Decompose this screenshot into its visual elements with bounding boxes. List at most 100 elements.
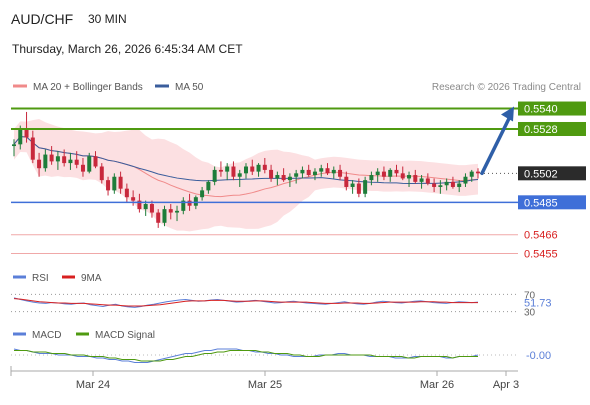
- time-axis-label: Mar 26: [420, 379, 454, 391]
- resistance-label-box: [518, 101, 586, 116]
- candle-body: [281, 175, 286, 181]
- candle-body: [331, 169, 336, 174]
- candle-body: [275, 175, 280, 179]
- time-axis-label: Apr 3: [493, 379, 519, 391]
- candle-body: [388, 169, 393, 177]
- rsi-ref-label: 30: [524, 308, 536, 319]
- candle-body: [325, 168, 330, 174]
- candle-body: [37, 159, 42, 169]
- support-label: 0.5485: [524, 197, 558, 209]
- candle-body: [49, 154, 54, 162]
- candle-body: [375, 171, 380, 176]
- resistance-label-box: [518, 121, 586, 136]
- candle-body: [131, 197, 136, 201]
- candle-body: [287, 176, 292, 181]
- candle-body: [137, 200, 142, 210]
- candle-body: [319, 168, 324, 172]
- candle-body: [450, 181, 455, 187]
- candle-body: [206, 181, 211, 191]
- macd-legend-label: MACD: [32, 330, 61, 341]
- price-levels: 0.5540 0.5528 0.5502 0.5485 0.5466 0.5455: [11, 101, 586, 260]
- bb-legend-label: MA 20 + Bollinger Bands: [33, 82, 143, 93]
- candle-body: [344, 176, 349, 187]
- candle-body: [18, 128, 23, 145]
- candle-body: [55, 156, 60, 162]
- candle-body: [112, 176, 117, 191]
- candle-body: [80, 164, 85, 172]
- candle-body: [68, 159, 73, 164]
- datetime-label: Thursday, March 26, 2026 6:45:34 AM CET: [12, 42, 243, 56]
- rsi-ma-legend-label: 9MA: [81, 273, 102, 284]
- candle-body: [350, 183, 355, 187]
- candle-body: [149, 204, 154, 213]
- symbol-title: AUD/CHF: [11, 11, 73, 27]
- candle-body: [162, 209, 167, 223]
- candle-body: [187, 200, 192, 206]
- candle-body: [294, 173, 299, 177]
- candle-body: [200, 190, 205, 198]
- candle-body: [168, 209, 173, 213]
- price-panel: [12, 111, 480, 232]
- last-label-box: [518, 166, 586, 181]
- time-axis: Mar 24 Mar 25 Mar 26 Apr 3: [10, 366, 519, 391]
- forecast-arrowhead: [501, 106, 514, 122]
- candle-body: [394, 169, 399, 174]
- candle-body: [156, 212, 161, 223]
- candle-body: [438, 185, 443, 187]
- candle-body: [237, 173, 242, 177]
- candle-body: [469, 171, 474, 177]
- candle-body: [225, 166, 230, 172]
- candle-body: [193, 197, 198, 206]
- candle-body: [118, 176, 123, 189]
- candle-body: [269, 169, 274, 179]
- rsi-legend-label: RSI: [32, 273, 49, 284]
- rsi-ref-label: 70: [524, 290, 536, 301]
- candle-body: [62, 156, 67, 164]
- candle-body: [74, 159, 79, 165]
- macd-line: [13, 348, 479, 363]
- rsi-current-value: 51.73: [524, 297, 552, 309]
- candle-body: [306, 169, 311, 176]
- candle-body: [300, 169, 305, 174]
- candle-body: [407, 175, 412, 179]
- candle-body: [432, 183, 437, 187]
- ma50-line: [13, 136, 479, 185]
- candle-body: [244, 166, 248, 174]
- candle-body: [106, 180, 111, 191]
- rsi-ma-line: [13, 298, 478, 307]
- ma50-legend-label: MA 50: [175, 82, 204, 93]
- candle-body: [175, 210, 180, 213]
- candle-body: [312, 171, 317, 176]
- resistance-label: 0.5528: [524, 124, 558, 136]
- candle-body: [476, 171, 480, 174]
- candle-body: [143, 204, 148, 210]
- time-axis-label: Mar 25: [248, 379, 282, 391]
- resistance-label: 0.5540: [524, 104, 558, 116]
- candle-body: [338, 169, 343, 177]
- candle-body: [463, 176, 468, 184]
- last-label: 0.5502: [524, 168, 558, 180]
- candle-body: [231, 166, 236, 177]
- credit-label: Research © 2026 Trading Central: [432, 82, 581, 93]
- candle-body: [212, 169, 217, 182]
- candle-body: [250, 166, 255, 172]
- timeframe-label: 30 MIN: [88, 12, 127, 26]
- candle-body: [24, 128, 29, 138]
- candle-body: [93, 156, 98, 167]
- candle-body: [356, 183, 361, 194]
- time-axis-label: Mar 24: [76, 379, 110, 391]
- candle-body: [87, 156, 92, 172]
- candle-body: [425, 178, 430, 184]
- macd-signal-line: [14, 350, 478, 362]
- candle-body: [262, 164, 267, 170]
- forecast-arrow: [480, 116, 511, 176]
- candle-body: [99, 166, 104, 181]
- candle-body: [30, 137, 35, 160]
- macd-current-value: -0.00: [526, 350, 551, 362]
- macd-signal-legend-label: MACD Signal: [95, 330, 155, 341]
- support_light-label: 0.5466: [524, 230, 558, 242]
- candle-body: [218, 169, 223, 172]
